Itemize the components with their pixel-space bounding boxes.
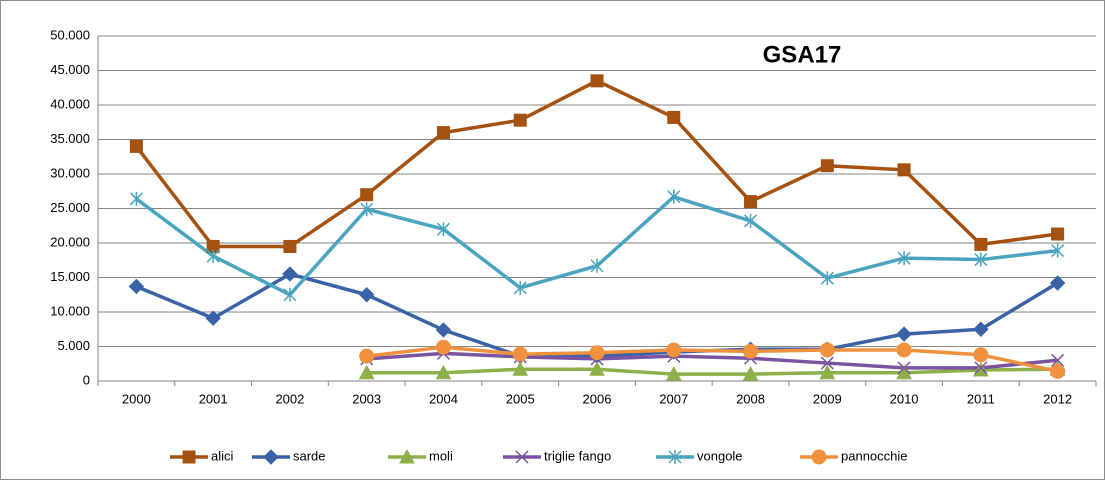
x-tick-label: 2004 [429,391,458,406]
y-tick-label: 0 [83,372,90,387]
marker [897,251,911,266]
marker [665,366,682,381]
marker [435,322,452,338]
x-tick-label: 2007 [659,391,688,406]
marker [1051,227,1065,241]
y-tick-label: 50.000 [50,27,90,42]
marker [667,110,681,124]
marker [206,249,220,264]
marker [974,237,988,251]
series-line [366,367,1058,376]
marker [283,239,297,253]
marker [820,356,834,370]
x-tick-label: 2005 [506,391,535,406]
x-tick-label: 2002 [275,391,304,406]
y-tick-label: 40.000 [50,96,90,111]
marker [819,364,836,380]
y-tick-label: 30.000 [50,165,90,180]
marker [263,449,279,465]
marker [896,342,912,358]
marker [973,361,989,377]
marker [811,449,827,465]
marker [358,287,375,303]
marker [512,346,528,362]
marker [129,139,143,153]
legend-label: moli [429,448,453,463]
marker [1049,275,1066,291]
marker [668,450,682,464]
marker [1050,363,1066,379]
marker [667,189,681,204]
series-line [366,345,1058,374]
marker [282,266,298,282]
y-tick-label: 5.000 [57,338,90,353]
marker [819,342,835,358]
marker [360,188,374,202]
marker [1051,243,1065,258]
marker [590,258,604,273]
x-tick-label: 2010 [890,391,919,406]
marker [897,163,911,177]
marker [820,271,834,286]
marker [743,343,759,359]
marker [974,252,988,267]
marker [513,280,527,295]
marker [973,347,989,363]
y-tick-label: 20.000 [50,234,90,249]
legend-label: pannocchie [841,448,908,463]
y-tick-label: 35.000 [50,131,90,146]
marker [359,348,375,364]
series-markers [359,339,1066,379]
series-line [366,351,1058,370]
marker [399,448,415,464]
marker [590,74,604,88]
marker [205,310,221,326]
y-tick-label: 45.000 [50,62,90,77]
marker [436,126,450,140]
marker [744,213,758,228]
marker [436,222,450,237]
legend-label: sarde [293,448,326,463]
marker [512,361,529,376]
x-tick-label: 2006 [583,391,612,406]
legend-label: vongole [697,448,743,463]
marker [358,364,375,380]
chart-title: GSA17 [763,41,842,68]
y-tick-label: 15.000 [50,269,90,284]
legend-label: triglie fango [544,448,611,463]
marker [360,202,374,217]
marker [666,342,682,358]
marker [820,159,834,173]
marker [974,361,988,375]
y-tick-label: 10.000 [50,303,90,318]
marker [515,450,529,464]
y-tick-label: 25.000 [50,200,90,215]
marker [129,191,143,206]
marker [897,361,911,375]
x-tick-label: 2011 [967,391,995,406]
marker [742,366,759,381]
marker [283,287,297,302]
marker [589,361,605,376]
marker [973,321,989,337]
marker [435,339,451,355]
x-tick-label: 2009 [813,391,842,406]
x-tick-label: 2003 [352,391,381,406]
marker [1051,353,1065,367]
marker [589,345,605,361]
marker [744,195,758,209]
x-tick-label: 2012 [1043,391,1072,406]
marker [128,278,145,295]
marker [896,326,912,342]
series-markers [129,189,1065,302]
legend-label: alici [211,448,234,463]
marker [182,450,196,464]
marker [435,364,452,380]
marker [513,113,527,127]
x-tick-label: 2008 [736,391,765,406]
x-tick-label: 2000 [122,391,151,406]
x-tick-label: 2001 [199,391,228,406]
